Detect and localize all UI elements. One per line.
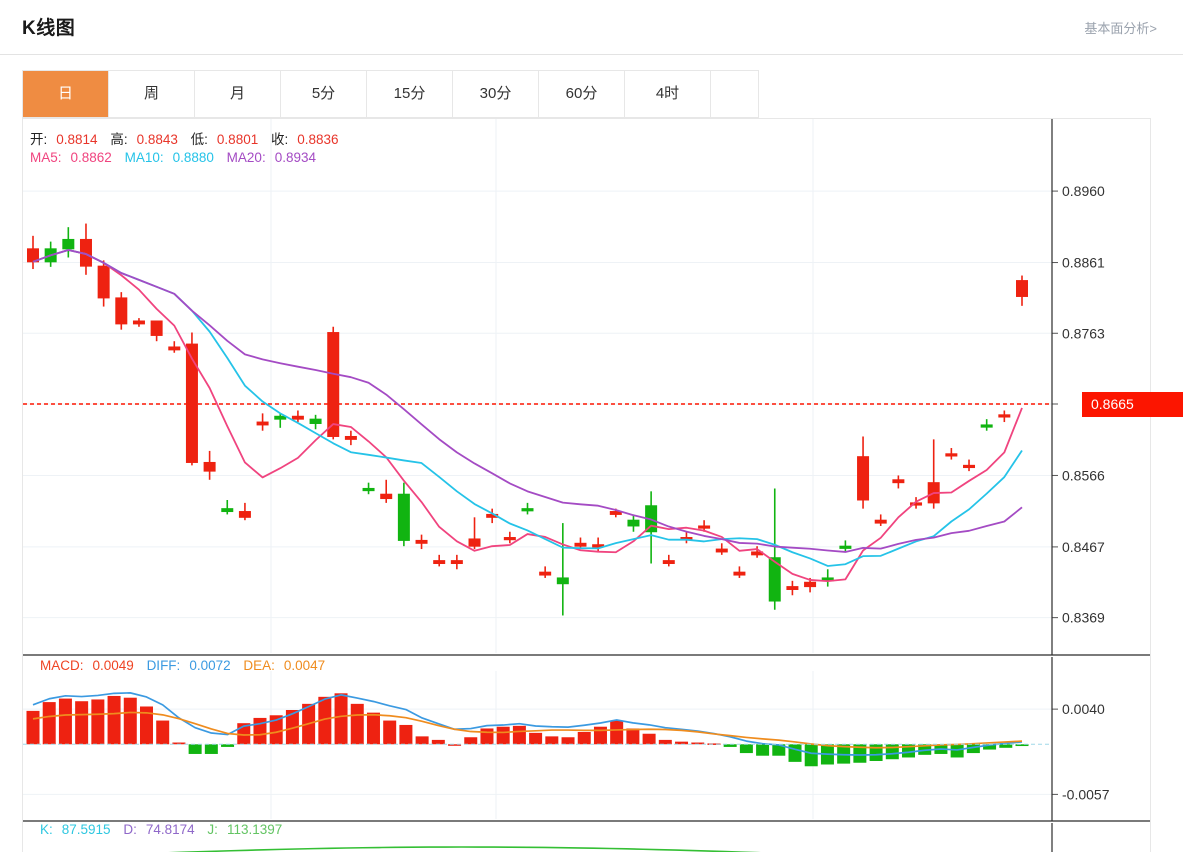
candlestick [168,341,181,353]
fundamental-analysis-link[interactable]: 基本面分析> [1084,21,1157,36]
macd-histogram [26,693,1029,767]
candlestick [97,260,110,307]
price-axis-label: 0.8467 [1062,539,1105,555]
candlestick [327,326,340,440]
current-price-badge: 0.8665 [1082,392,1183,417]
candlestick [662,554,675,567]
candlestick [468,517,481,550]
candlestick [874,514,887,526]
macd-axis-label: -0.0057 [1062,786,1110,802]
price-axis-label: 0.8960 [1062,183,1105,199]
candlestick [592,537,605,552]
candlestick [980,419,993,431]
price-axis-label: 0.8566 [1062,467,1105,483]
tab-15min[interactable]: 15分 [367,71,453,117]
macd-axis-label: 0.0040 [1062,701,1105,717]
candlestick [309,414,322,430]
candlestick [945,448,958,460]
candlestick [150,320,163,342]
candlestick [892,475,905,489]
tab-week[interactable]: 周 [109,71,195,117]
candlestick [397,482,410,547]
candlestick [291,410,304,423]
candlestick [627,514,640,532]
candlestick [362,482,375,495]
candlestick [380,479,393,503]
price-axis-label: 0.8763 [1062,325,1105,341]
ma5-line [32,249,1023,583]
tab-60min[interactable]: 60分 [539,71,625,117]
candlestick [645,491,658,564]
candlestick [574,537,587,550]
candlestick [503,531,516,544]
candlestick [62,227,75,258]
candlestick [927,439,940,509]
tab-4hour[interactable]: 4时 [625,71,711,117]
candlestick [203,450,216,480]
candlestick [963,459,976,472]
candlestick [238,502,251,521]
page-header: K线图 基本面分析> [0,0,1183,55]
candlestick [256,413,269,431]
diff-line [32,692,1023,756]
chart-frame[interactable]: 0.8960 0.8861 0.8763 0.8566 0.8467 0.8369 0.00… [22,118,1151,852]
candlestick [132,318,145,327]
ma10-line [32,249,1023,567]
candlestick [680,531,693,544]
tab-month[interactable]: 月 [195,71,281,117]
candlestick [733,566,746,578]
ma20-line [32,249,1023,553]
candlestick [415,534,428,550]
candlestick [185,332,198,466]
kdj-j-line [168,846,761,852]
candlestick [821,569,834,587]
page-title: K线图 [22,18,76,39]
candlestick [274,413,287,428]
candlestick [998,410,1011,423]
kline-chart-canvas[interactable]: 0.8960 0.8861 0.8763 0.8566 0.8467 0.8369 0.00… [23,119,1150,852]
tab-5min[interactable]: 5分 [281,71,367,117]
candlestick [27,235,39,270]
candlestick [539,566,552,578]
candlestick [768,488,781,610]
timeframe-tabbar: 日 周 月 5分 15分 30分 60分 4时 [22,70,759,118]
candlestick [433,554,446,567]
candlestick [786,580,799,596]
price-axis-label: 0.8861 [1062,255,1105,271]
dea-line [32,711,1023,749]
tabbar-spacer [711,71,758,117]
candlestick [450,554,463,570]
candlestick [344,430,357,446]
candlestick [115,292,128,330]
candlestick [521,502,534,515]
tab-30min[interactable]: 30分 [453,71,539,117]
candlestick [857,436,870,509]
candlestick [221,499,234,515]
candlestick [1016,275,1028,306]
price-axis-label: 0.8369 [1062,610,1105,626]
candlestick [556,523,569,616]
tab-day[interactable]: 日 [23,71,109,117]
candlestick [839,540,852,552]
candlestick [715,543,728,555]
candlestick [79,223,92,275]
